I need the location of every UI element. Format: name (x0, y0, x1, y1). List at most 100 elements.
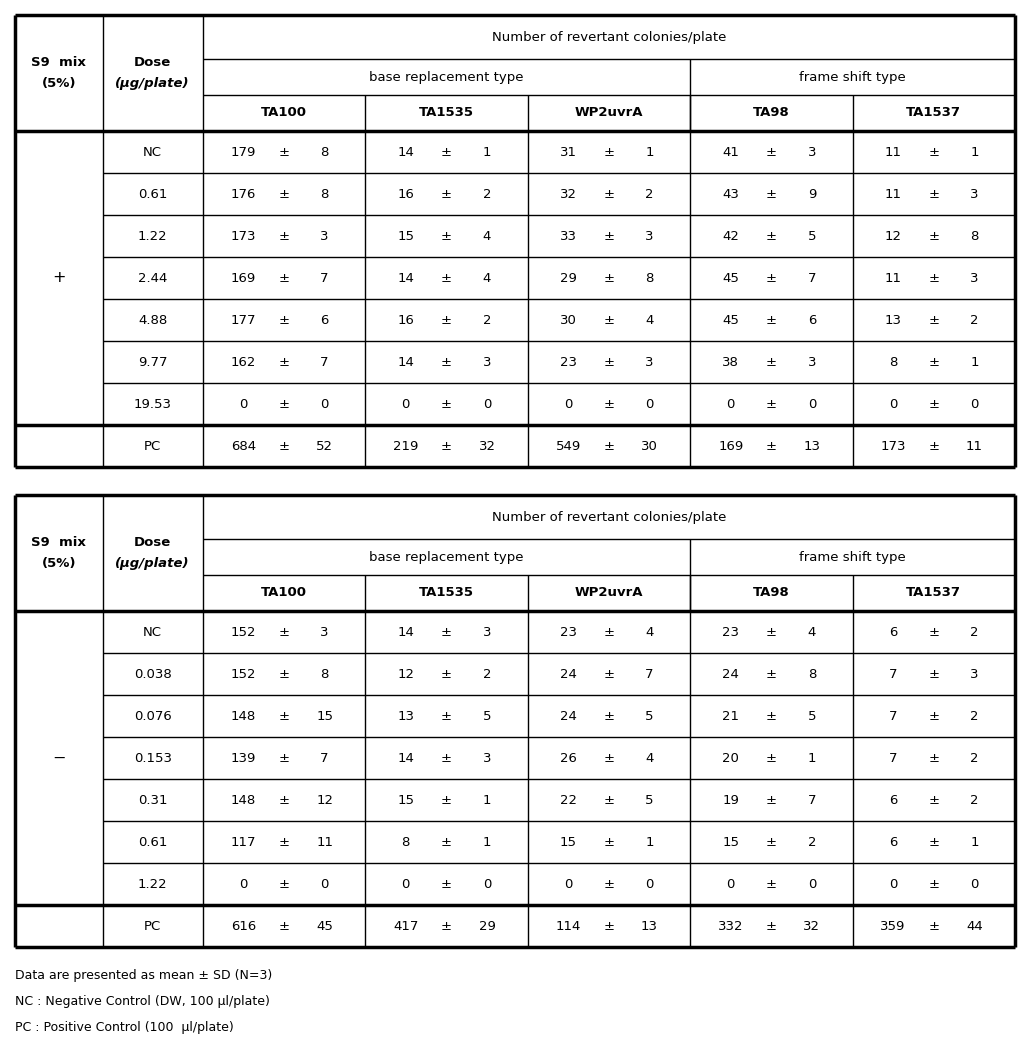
Text: frame shift type: frame shift type (800, 70, 906, 83)
Text: 0.038: 0.038 (134, 667, 172, 681)
Text: 148: 148 (230, 794, 256, 807)
Text: ±: ± (440, 794, 452, 807)
Text: 2: 2 (970, 751, 979, 765)
Text: ±: ± (928, 835, 939, 848)
Text: TA1537: TA1537 (907, 106, 961, 119)
Text: NC: NC (143, 146, 163, 159)
Text: −: − (52, 750, 66, 765)
Text: 117: 117 (230, 835, 256, 848)
Text: 169: 169 (718, 439, 743, 452)
Text: WP2uvrA: WP2uvrA (574, 106, 643, 119)
Text: 0: 0 (970, 878, 979, 891)
Text: 169: 169 (230, 271, 256, 284)
Text: ±: ± (440, 271, 452, 284)
Text: ±: ± (603, 835, 614, 848)
Text: 3: 3 (970, 667, 979, 681)
Text: 549: 549 (556, 439, 581, 452)
Text: ±: ± (603, 667, 614, 681)
Text: 1: 1 (808, 751, 816, 765)
Text: 5: 5 (645, 710, 653, 722)
Text: ±: ± (928, 230, 939, 243)
Text: ±: ± (279, 626, 289, 638)
Text: 6: 6 (808, 314, 816, 327)
Text: ±: ± (603, 878, 614, 891)
Text: 0: 0 (483, 398, 491, 411)
Text: 2: 2 (970, 710, 979, 722)
Text: ±: ± (928, 794, 939, 807)
Text: 0: 0 (726, 398, 735, 411)
Text: 0: 0 (320, 398, 329, 411)
Text: 24: 24 (560, 667, 576, 681)
Text: ±: ± (603, 919, 614, 932)
Text: 3: 3 (483, 355, 491, 368)
Text: ±: ± (766, 794, 777, 807)
Text: Number of revertant colonies/plate: Number of revertant colonies/plate (492, 31, 726, 44)
Text: 5: 5 (808, 710, 816, 722)
Text: 6: 6 (889, 794, 897, 807)
Text: ±: ± (766, 835, 777, 848)
Text: ±: ± (603, 146, 614, 159)
Text: 219: 219 (393, 439, 419, 452)
Text: 616: 616 (230, 919, 256, 932)
Text: ±: ± (440, 355, 452, 368)
Text: 0.61: 0.61 (138, 835, 168, 848)
Text: NC: NC (143, 626, 163, 638)
Text: 0: 0 (483, 878, 491, 891)
Text: ±: ± (928, 355, 939, 368)
Text: 19: 19 (722, 794, 739, 807)
Text: 12: 12 (397, 667, 415, 681)
Text: 12: 12 (885, 230, 901, 243)
Text: 9: 9 (808, 187, 816, 200)
Text: 8: 8 (808, 667, 816, 681)
Text: 152: 152 (230, 667, 256, 681)
Text: 11: 11 (885, 146, 901, 159)
Text: ±: ± (928, 146, 939, 159)
Text: WP2uvrA: WP2uvrA (574, 586, 643, 599)
Text: ±: ± (440, 398, 452, 411)
Text: TA98: TA98 (753, 106, 789, 119)
Text: 11: 11 (316, 835, 333, 848)
Text: 1: 1 (483, 835, 491, 848)
Text: 1: 1 (483, 794, 491, 807)
Text: 32: 32 (804, 919, 820, 932)
Text: 1: 1 (483, 146, 491, 159)
Text: ±: ± (928, 710, 939, 722)
Text: ±: ± (928, 919, 939, 932)
Text: 6: 6 (889, 626, 897, 638)
Text: ±: ± (603, 271, 614, 284)
Text: 14: 14 (397, 355, 415, 368)
Text: 6: 6 (889, 835, 897, 848)
Text: 29: 29 (478, 919, 496, 932)
Text: 24: 24 (722, 667, 739, 681)
Text: 332: 332 (718, 919, 744, 932)
Text: 14: 14 (397, 146, 415, 159)
Text: 179: 179 (230, 146, 256, 159)
Text: (5%): (5%) (41, 77, 76, 89)
Text: 30: 30 (560, 314, 576, 327)
Text: 21: 21 (722, 710, 739, 722)
Text: ±: ± (928, 187, 939, 200)
Text: 33: 33 (560, 230, 577, 243)
Text: 7: 7 (808, 794, 816, 807)
Text: 32: 32 (478, 439, 496, 452)
Text: ±: ± (928, 439, 939, 452)
Text: 0: 0 (889, 398, 897, 411)
Text: 1.22: 1.22 (138, 878, 168, 891)
Text: 15: 15 (722, 835, 739, 848)
Text: 0: 0 (808, 878, 816, 891)
Text: 0: 0 (320, 878, 329, 891)
Text: ±: ± (928, 878, 939, 891)
Text: 13: 13 (397, 710, 415, 722)
Text: ±: ± (928, 314, 939, 327)
Text: 19.53: 19.53 (134, 398, 172, 411)
Text: 173: 173 (230, 230, 256, 243)
Text: 4: 4 (645, 314, 653, 327)
Text: 14: 14 (397, 271, 415, 284)
Text: 359: 359 (881, 919, 906, 932)
Text: 2: 2 (970, 626, 979, 638)
Text: 2: 2 (970, 314, 979, 327)
Text: (5%): (5%) (41, 556, 76, 569)
Text: 3: 3 (320, 230, 329, 243)
Text: ±: ± (279, 710, 289, 722)
Text: 176: 176 (230, 187, 256, 200)
